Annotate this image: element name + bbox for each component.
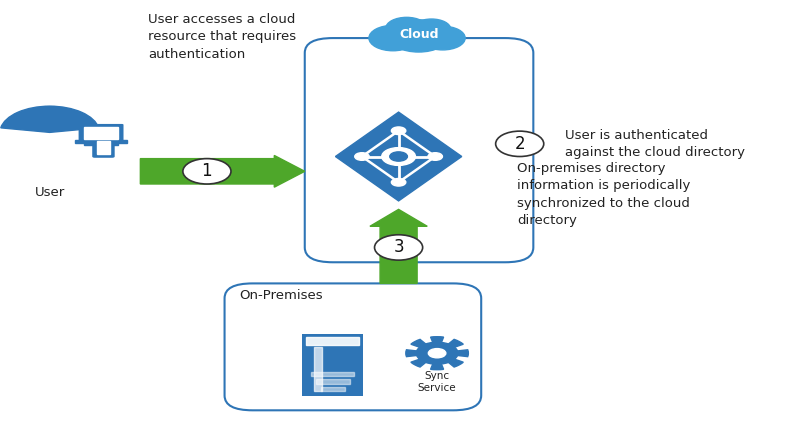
Text: 1: 1 [201,162,213,180]
FancyBboxPatch shape [92,136,115,158]
Text: User: User [34,186,65,199]
Wedge shape [406,350,437,357]
Circle shape [420,26,465,50]
Circle shape [428,153,443,160]
Wedge shape [1,106,99,132]
Wedge shape [431,337,444,353]
Text: On-Premises: On-Premises [239,289,322,302]
FancyBboxPatch shape [305,38,533,262]
Circle shape [369,25,417,51]
Wedge shape [411,339,437,353]
Circle shape [391,179,406,186]
Polygon shape [370,209,427,283]
Wedge shape [437,339,464,353]
Circle shape [496,131,544,157]
Wedge shape [411,353,437,367]
Circle shape [390,152,407,161]
Text: Cloud: Cloud [399,28,439,41]
Bar [316,379,350,384]
FancyBboxPatch shape [79,124,124,142]
Bar [314,347,322,391]
FancyBboxPatch shape [225,283,481,410]
Circle shape [183,159,231,184]
Bar [385,35,452,42]
Circle shape [382,148,415,165]
Bar [75,140,127,143]
Bar [84,142,118,145]
Circle shape [428,349,446,358]
Wedge shape [437,350,468,357]
Circle shape [386,17,427,39]
Polygon shape [335,112,462,201]
Circle shape [391,127,406,135]
Circle shape [416,342,458,364]
Circle shape [354,153,369,160]
Circle shape [388,20,449,52]
Wedge shape [431,353,444,370]
Text: User accesses a cloud
resource that requires
authentication: User accesses a cloud resource that requ… [148,13,297,60]
Bar [311,372,354,376]
Text: Sync
Service: Sync Service [418,371,456,393]
FancyBboxPatch shape [302,334,363,396]
Bar [97,141,110,154]
Text: User is authenticated
against the cloud directory: User is authenticated against the cloud … [565,129,745,159]
Text: 2: 2 [514,135,525,153]
Circle shape [412,19,451,39]
Bar [306,337,359,345]
Circle shape [27,107,72,130]
Text: On-premises directory
information is periodically
synchronized to the cloud
dire: On-premises directory information is per… [517,162,691,227]
Circle shape [375,235,423,260]
Text: 3: 3 [393,239,404,256]
Polygon shape [140,156,305,187]
Bar [84,127,118,139]
Wedge shape [437,353,464,367]
Bar [321,387,345,391]
